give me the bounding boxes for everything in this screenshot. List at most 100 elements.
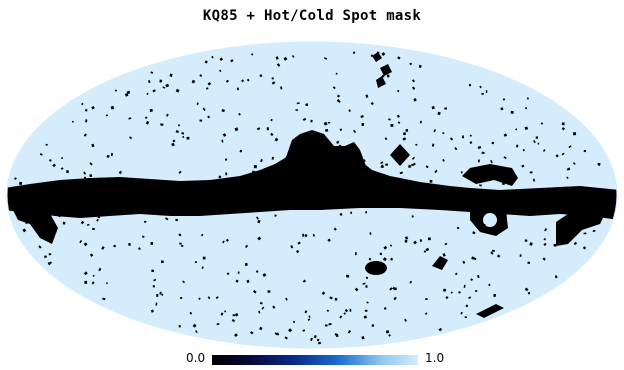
point-source-dot (365, 285, 368, 288)
point-source-dot (477, 145, 482, 150)
point-source-dot (89, 162, 93, 166)
point-source-dot (215, 296, 219, 299)
point-source-dot (404, 239, 408, 243)
point-source-dot (401, 151, 404, 155)
point-source-dot (379, 252, 383, 256)
point-source-dot (556, 232, 559, 235)
point-source-dot (469, 134, 472, 137)
point-source-dot (256, 216, 259, 220)
point-source-dot (259, 302, 263, 305)
point-source-dot (44, 255, 47, 258)
point-source-dot (532, 178, 536, 182)
point-source-dot (201, 233, 204, 237)
point-source-dot (275, 56, 279, 60)
spot-bottom-right (476, 304, 504, 318)
point-source-dot (57, 213, 62, 218)
point-source-dot (553, 243, 557, 247)
point-source-dot (48, 253, 52, 256)
point-source-dot (234, 312, 239, 317)
point-source-dot (362, 159, 366, 163)
point-source-dot (527, 291, 531, 295)
point-source-dot (237, 271, 240, 274)
point-source-dot (438, 327, 443, 332)
point-source-dot (444, 107, 448, 110)
point-source-dot (179, 242, 182, 245)
point-source-dot (261, 306, 265, 310)
point-source-dot (514, 203, 518, 206)
point-source-dot (454, 272, 458, 276)
point-source-dot (382, 257, 387, 262)
point-source-dot (138, 247, 141, 251)
point-source-dot (31, 205, 34, 208)
point-source-dot (529, 242, 533, 246)
point-source-dot (317, 341, 322, 345)
point-source-dot (329, 158, 333, 161)
point-source-dot (148, 80, 151, 84)
point-source-dot (141, 207, 146, 211)
point-source-dot (388, 334, 391, 337)
point-source-dot (502, 98, 506, 101)
point-source-dot (354, 252, 357, 256)
point-source-dot (169, 73, 173, 78)
point-source-dot (284, 336, 288, 340)
point-source-dot (221, 109, 225, 113)
point-source-dot (218, 175, 222, 179)
point-source-dot (553, 201, 557, 204)
point-source-dot (186, 136, 190, 140)
point-source-dot (321, 291, 326, 296)
colorbar-max-label: 1.0 (425, 351, 445, 365)
point-source-dot (62, 211, 65, 214)
point-source-dot (554, 275, 558, 279)
point-source-dot (477, 274, 480, 279)
point-source-dot (334, 298, 338, 301)
point-source-dot (196, 102, 199, 106)
point-source-dot (490, 174, 494, 177)
point-source-dot (195, 330, 198, 334)
point-source-dot (222, 240, 225, 244)
point-source-dot (409, 280, 413, 284)
point-source-dot (566, 220, 570, 224)
point-source-dot (486, 169, 490, 173)
point-source-dot (423, 250, 427, 253)
point-source-dot (225, 172, 228, 176)
point-source-dot (380, 161, 384, 165)
point-source-dot (365, 276, 369, 279)
point-source-dot (323, 121, 328, 126)
point-source-dot (416, 203, 420, 207)
point-source-dot (399, 171, 404, 175)
point-source-dot (152, 285, 155, 288)
point-source-dot (81, 102, 84, 106)
point-source-dot (411, 156, 416, 160)
point-source-dot (234, 333, 238, 338)
point-source-dot (354, 287, 359, 292)
point-source-dot (256, 127, 261, 131)
point-source-dot (583, 150, 586, 153)
point-source-dot (387, 202, 391, 206)
point-source-dot (282, 201, 285, 205)
point-source-dot (572, 221, 577, 226)
point-source-dot (568, 145, 572, 149)
point-source-dot (413, 240, 417, 245)
point-source-dot (456, 226, 460, 230)
point-source-dot (371, 324, 375, 327)
point-source-dot (175, 218, 178, 222)
central-bulge (285, 130, 366, 178)
point-source-dot (405, 129, 409, 132)
point-source-dot (490, 251, 494, 255)
point-source-dot (365, 94, 369, 98)
point-source-dot (337, 100, 341, 103)
top-spot-2 (380, 64, 392, 76)
point-source-dot (361, 336, 365, 340)
point-source-dot (385, 163, 389, 166)
point-source-dot (49, 261, 53, 265)
point-source-dot (348, 109, 351, 112)
point-source-dot (472, 231, 476, 235)
point-source-dot (350, 211, 353, 214)
point-source-dot (480, 194, 484, 198)
point-source-dot (338, 144, 342, 148)
point-source-dot (418, 64, 422, 69)
point-source-dot (166, 113, 169, 117)
point-source-dot (415, 143, 418, 146)
point-source-dot (151, 269, 154, 273)
point-source-dot (302, 279, 307, 283)
